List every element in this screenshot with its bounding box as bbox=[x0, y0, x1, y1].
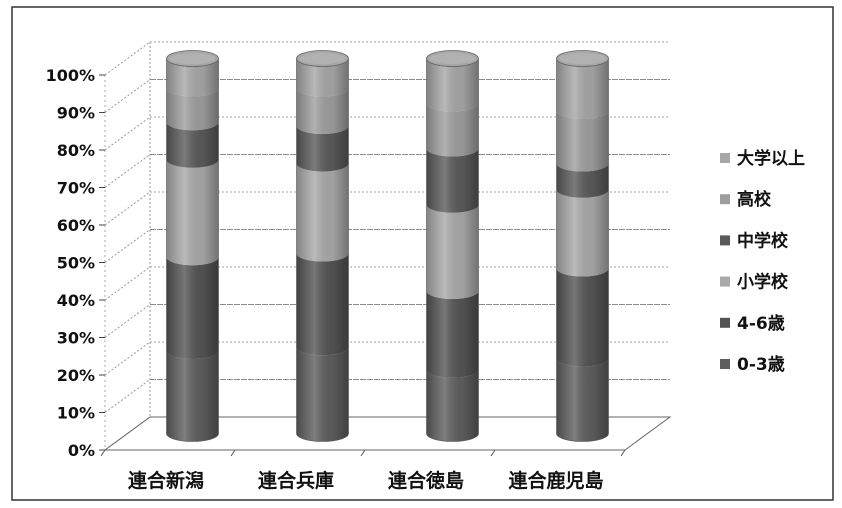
legend-item: 0-3歳 bbox=[720, 354, 785, 375]
legend-swatch bbox=[720, 194, 730, 205]
side-gridline bbox=[104, 304, 151, 338]
y-tick-label: 90% bbox=[57, 104, 95, 123]
cylinder-shading-2 bbox=[426, 58, 479, 442]
cylinder-top-0 bbox=[166, 50, 219, 67]
x-tick-label: 連合新潟 bbox=[128, 469, 204, 492]
plot-area bbox=[99, 41, 672, 457]
side-gridline bbox=[104, 266, 151, 301]
legend-swatch bbox=[720, 276, 730, 287]
legend-swatch bbox=[720, 153, 730, 163]
cylinder-top-highlight-1 bbox=[299, 53, 346, 64]
legend-label: 4-6歳 bbox=[737, 313, 785, 334]
legend-label: 高校 bbox=[737, 189, 772, 210]
side-gridline bbox=[104, 79, 151, 113]
y-tick-label: 70% bbox=[57, 179, 95, 198]
legend-label: 中学校 bbox=[737, 230, 789, 251]
y-tick-label: 50% bbox=[57, 254, 95, 273]
side-gridline bbox=[104, 379, 151, 413]
y-tick-label: 10% bbox=[57, 404, 95, 423]
x-tick-mark bbox=[230, 449, 236, 457]
cylinder-top-2 bbox=[426, 50, 479, 67]
y-tick-label: 0% bbox=[68, 441, 95, 460]
x-tick-mark bbox=[620, 449, 626, 457]
side-gridline bbox=[104, 41, 151, 76]
cylinder-top-1 bbox=[296, 50, 349, 67]
side-gridline bbox=[104, 229, 151, 263]
y-tick-label: 40% bbox=[57, 291, 95, 310]
cylinder-top-3 bbox=[556, 50, 609, 67]
cylinder-top-highlight-2 bbox=[429, 53, 476, 64]
x-tick-mark bbox=[360, 449, 366, 457]
legend-item: 大学以上 bbox=[720, 148, 805, 169]
legend-item: 小学校 bbox=[720, 272, 789, 293]
floor bbox=[103, 416, 672, 451]
legend-label: 小学校 bbox=[737, 272, 789, 293]
x-tick-label: 連合鹿児島 bbox=[508, 469, 603, 492]
cylinder-top-highlight-3 bbox=[559, 53, 606, 64]
x-tick-label: 連合徳島 bbox=[388, 469, 464, 492]
side-gridline bbox=[104, 341, 151, 376]
side-gridline bbox=[104, 191, 151, 226]
y-tick-label: 80% bbox=[57, 141, 95, 160]
legend-swatch bbox=[720, 317, 730, 328]
x-tick-label: 連合兵庫 bbox=[258, 469, 334, 492]
y-tick-label: 30% bbox=[57, 329, 95, 348]
legend-label: 0-3歳 bbox=[737, 354, 785, 375]
cylinder-shading-3 bbox=[556, 58, 609, 442]
legend-swatch bbox=[720, 235, 730, 246]
x-tick-mark bbox=[100, 449, 106, 457]
y-axis: 0% 10% 20% 30% 40% 50% 60% 70% 80% 90% 100% bbox=[46, 66, 95, 460]
legend-item: 中学校 bbox=[720, 230, 789, 251]
legend-label: 大学以上 bbox=[737, 148, 805, 169]
legend-item: 4-6歳 bbox=[720, 313, 785, 334]
y-tick-label: 100% bbox=[46, 66, 95, 85]
x-axis: 連合新潟 連合兵庫 連合徳島 連合鹿児島 bbox=[128, 469, 604, 492]
cylinder-shading-1 bbox=[296, 58, 349, 442]
x-tick-mark bbox=[490, 449, 496, 457]
chart-frame bbox=[11, 6, 834, 501]
side-gridline bbox=[104, 154, 151, 188]
cylinder-shading-0 bbox=[166, 58, 219, 442]
y-tick-label: 60% bbox=[57, 216, 95, 235]
y-tick-label: 20% bbox=[57, 366, 95, 385]
side-gridline bbox=[104, 116, 151, 151]
legend-swatch bbox=[720, 359, 730, 369]
cylinder-top-highlight-0 bbox=[169, 53, 216, 64]
legend-item: 高校 bbox=[720, 189, 772, 210]
cylinders bbox=[166, 50, 609, 442]
